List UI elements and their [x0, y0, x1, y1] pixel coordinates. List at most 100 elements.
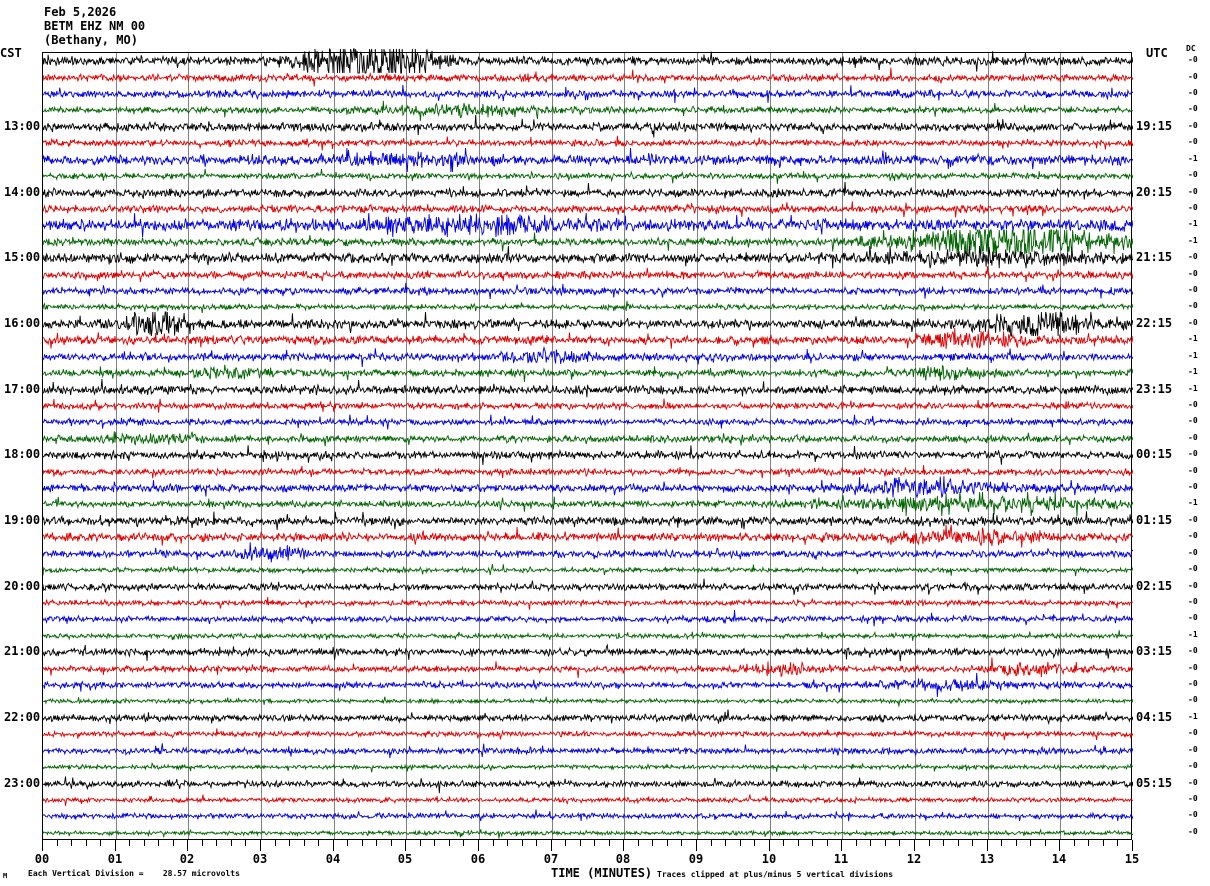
seismogram-plot[interactable]	[42, 52, 1132, 840]
trace-1930	[43, 537, 1133, 571]
gridline-minute-12	[915, 53, 916, 839]
trace-1845	[43, 487, 1133, 521]
dc-value-43: -0	[1188, 761, 1198, 771]
x-tick-major-09	[696, 840, 697, 851]
dc-value-22: -0	[1188, 416, 1198, 426]
trace-2145	[43, 684, 1133, 718]
x-tick-minor	[899, 840, 900, 846]
dc-value-8: -0	[1188, 186, 1198, 196]
x-tick-major-04	[333, 840, 334, 851]
trace-1330	[43, 143, 1133, 177]
trace-1645	[43, 356, 1133, 390]
x-tick-minor	[812, 840, 813, 846]
x-tick-label-03: 03	[252, 852, 268, 866]
trace-1630	[43, 340, 1133, 374]
cst-label-1300: 13:00	[4, 118, 41, 133]
cst-label-2300: 23:00	[4, 775, 41, 790]
x-tick-minor	[1088, 840, 1089, 846]
x-tick-minor	[725, 840, 726, 846]
dc-value-0: -0	[1188, 55, 1198, 65]
x-tick-label-09: 09	[688, 852, 704, 866]
x-tick-minor	[827, 840, 828, 846]
x-tick-minor	[216, 840, 217, 846]
x-tick-major-05	[405, 840, 406, 851]
cst-axis-label: CST	[0, 46, 22, 60]
x-tick-minor	[1001, 840, 1002, 846]
cst-label-2000: 20:00	[4, 578, 41, 593]
dc-value-19: -1	[1188, 367, 1198, 377]
dc-value-16: -0	[1188, 317, 1198, 327]
utc-label-0315: 03:15	[1136, 644, 1173, 659]
plot-header: Feb 5,2026 BETM EHZ NM 00 (Bethany, MO)	[44, 5, 145, 47]
gridline-minute-3	[261, 53, 262, 839]
x-axis: 00 01 02 03 04 05 06 07 08 09 10 11 12 13 14 15	[35, 840, 1139, 866]
x-tick-minor	[565, 840, 566, 846]
x-tick-minor	[275, 840, 276, 846]
corner-mark: M	[3, 872, 8, 880]
trace-1945	[43, 553, 1133, 587]
trace-1545	[43, 290, 1133, 324]
dc-value-20: -1	[1188, 383, 1198, 393]
x-tick-minor	[376, 840, 377, 846]
trace-1730	[43, 405, 1133, 439]
cst-label-2100: 21:00	[4, 644, 41, 659]
utc-axis-label: UTC	[1146, 46, 1168, 60]
x-tick-minor	[420, 840, 421, 846]
trace-2300	[43, 767, 1133, 801]
x-tick-minor	[304, 840, 305, 846]
dc-value-5: -0	[1188, 137, 1198, 147]
dc-value-3: -0	[1188, 104, 1198, 114]
x-tick-label-04: 04	[325, 852, 341, 866]
gridline-minute-6	[479, 53, 480, 839]
x-tick-label-05: 05	[397, 852, 413, 866]
trace-2030	[43, 602, 1133, 636]
x-tick-minor	[1045, 840, 1046, 846]
x-tick-label-02: 02	[179, 852, 195, 866]
dc-value-14: -0	[1188, 285, 1198, 295]
x-tick-minor	[391, 840, 392, 846]
x-tick-major-14	[1059, 840, 1060, 851]
trace-1615	[43, 323, 1133, 357]
trace-2330	[43, 799, 1133, 833]
dc-value-42: -0	[1188, 744, 1198, 754]
x-tick-minor	[754, 840, 755, 846]
dc-value-34: -0	[1188, 613, 1198, 623]
x-tick-minor	[958, 840, 959, 846]
trace-1530	[43, 274, 1133, 308]
x-tick-minor	[943, 840, 944, 846]
x-tick-minor	[1103, 840, 1104, 846]
utc-label-0515: 05:15	[1136, 775, 1173, 790]
trace-1215	[43, 61, 1133, 95]
utc-label-2215: 22:15	[1136, 315, 1173, 330]
gridlines	[43, 53, 1131, 839]
x-tick-minor	[972, 840, 973, 846]
x-tick-minor	[1074, 840, 1075, 846]
dc-value-21: -0	[1188, 399, 1198, 409]
x-tick-major-12	[914, 840, 915, 851]
x-tick-minor	[493, 840, 494, 846]
trace-layer	[43, 53, 1131, 839]
dc-value-28: -0	[1188, 514, 1198, 524]
dc-value-45: -0	[1188, 793, 1198, 803]
x-axis-title: TIME (MINUTES)	[551, 866, 653, 880]
header-location: (Bethany, MO)	[44, 33, 138, 47]
x-tick-major-03	[260, 840, 261, 851]
trace-2100	[43, 635, 1133, 669]
dc-value-2: -0	[1188, 88, 1198, 98]
trace-2115	[43, 652, 1133, 686]
x-tick-minor	[681, 840, 682, 846]
cst-label-1400: 14:00	[4, 184, 41, 199]
x-tick-minor	[609, 840, 610, 846]
trace-1200	[43, 44, 1133, 78]
utc-label-0015: 00:15	[1136, 447, 1173, 462]
dc-value-47: -0	[1188, 826, 1198, 836]
x-tick-major-06	[478, 840, 479, 851]
x-tick-label-14: 14	[1051, 852, 1067, 866]
x-tick-label-00: 00	[34, 852, 50, 866]
cst-label-1900: 19:00	[4, 512, 41, 527]
x-tick-minor	[711, 840, 712, 846]
gridline-minute-1	[116, 53, 117, 839]
x-tick-minor	[885, 840, 886, 846]
x-tick-minor	[463, 840, 464, 846]
gridline-minute-9	[697, 53, 698, 839]
